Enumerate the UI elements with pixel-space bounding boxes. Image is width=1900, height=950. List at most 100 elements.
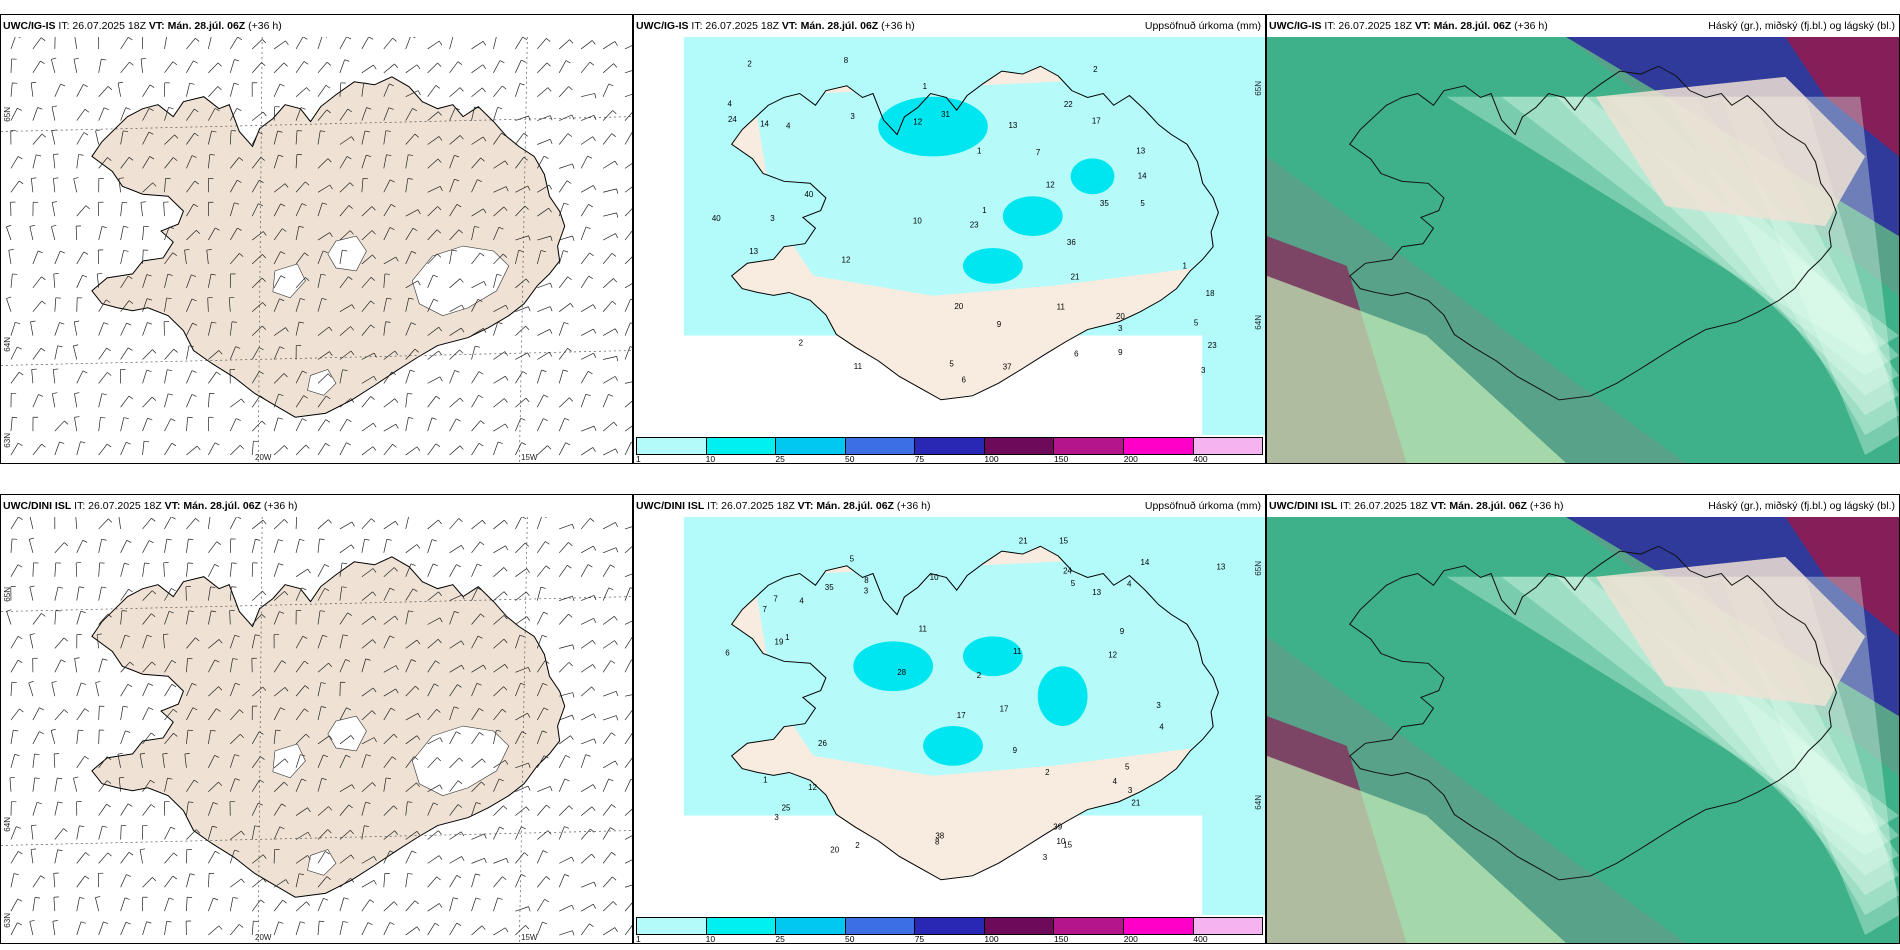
wind-barb	[471, 781, 482, 792]
wind-barb	[317, 274, 322, 288]
wind-barb-flag	[351, 304, 355, 310]
wind-barb	[295, 37, 304, 50]
wind-barb-flag	[479, 252, 485, 257]
wind-barb	[536, 635, 543, 649]
wind-barb	[339, 250, 343, 264]
precip-value-label: 24	[728, 115, 737, 124]
wind-barb	[142, 131, 150, 145]
wind-barb	[493, 567, 505, 577]
wind-barb-flag	[525, 925, 530, 930]
wind-barb	[361, 254, 373, 265]
wind-barb	[140, 202, 143, 217]
wind-barb	[559, 644, 573, 649]
wind-barb	[186, 873, 191, 888]
wind-barb-flag	[437, 158, 442, 163]
precip-value-label: 39	[1053, 822, 1062, 831]
wind-barb-flag	[324, 588, 330, 592]
wind-barb-flag	[522, 371, 528, 375]
wind-barb-flag	[171, 588, 176, 592]
wind-barb	[339, 544, 352, 554]
wind-barb-flag	[385, 777, 391, 780]
precip-value-label: 1	[923, 82, 928, 91]
wind-barb-flag	[521, 731, 527, 735]
wind-barb	[624, 636, 632, 649]
wind-barb-flag	[139, 752, 146, 755]
wind-barb-flag	[372, 616, 377, 621]
wind-barb-flag	[431, 539, 437, 542]
wind-barb-flag	[614, 760, 618, 766]
wind-barb-flag	[30, 320, 36, 323]
wind-barb-flag	[479, 541, 485, 546]
wind-barb-flag	[218, 925, 223, 930]
wind-barb-flag	[74, 392, 80, 394]
wind-barb	[230, 445, 241, 456]
wind-barb	[602, 732, 612, 745]
wind-barb	[207, 393, 210, 408]
wind-barb-flag	[587, 370, 593, 375]
wind-barb-flag	[188, 345, 194, 348]
wind-barb-flag	[51, 728, 57, 731]
wind-barb	[559, 163, 573, 169]
wind-barb	[536, 707, 545, 721]
wind-barb	[54, 659, 62, 673]
wind-barb-flag	[100, 416, 106, 419]
precip-value-label: 31	[941, 110, 950, 119]
colorbar-swatch	[1193, 438, 1263, 454]
wind-barb-flag	[483, 833, 487, 839]
wind-barb-flag	[519, 634, 525, 638]
wind-barb	[580, 61, 591, 74]
wind-barb	[558, 180, 568, 193]
wind-barb-flag	[40, 37, 46, 41]
wind-barb-flag	[123, 130, 129, 133]
wind-barb-flag	[593, 115, 597, 121]
wind-barb	[76, 756, 85, 769]
wind-barb	[493, 227, 500, 241]
wind-barb-flag	[258, 802, 263, 806]
wind-barb	[273, 130, 278, 145]
wind-barb-flag	[234, 202, 240, 205]
wind-barb	[558, 60, 567, 73]
wind-barb	[449, 922, 458, 936]
wind-barb	[251, 254, 263, 265]
wind-barb	[427, 638, 439, 649]
wind-barb-flag	[546, 62, 551, 67]
wind-barb	[405, 685, 416, 697]
wind-barb-flag	[326, 61, 332, 66]
wind-barb	[603, 356, 617, 360]
wind-barb-flag	[284, 445, 288, 450]
wind-barb	[339, 562, 343, 577]
wind-barb	[230, 253, 240, 265]
precip-value-label: 5	[949, 359, 954, 368]
wind-barb	[383, 63, 395, 74]
wind-barb	[10, 826, 17, 840]
wind-barb	[580, 686, 592, 697]
wind-barb	[117, 754, 121, 768]
wind-barb-flag	[461, 664, 465, 670]
wind-barb	[273, 879, 286, 888]
wind-barb-flag	[17, 922, 22, 926]
iceland-coastline	[730, 65, 1219, 401]
wind-barb	[229, 83, 235, 97]
wind-barb-flag	[389, 635, 395, 639]
wind-barb	[603, 212, 617, 217]
wind-barb-flag	[238, 157, 244, 161]
wind-barb-flag	[150, 779, 155, 784]
wind-barb-flag	[437, 253, 442, 258]
wind-barb	[515, 205, 526, 217]
wind-barb-flag	[345, 754, 351, 758]
precip-value-label: 28	[897, 668, 906, 677]
wind-barb	[29, 921, 34, 936]
wind-barb-flag	[260, 899, 265, 904]
wind-barb-flag	[585, 393, 591, 397]
wind-barb	[164, 852, 174, 864]
wind-barb	[52, 393, 56, 408]
wind-barb-flag	[454, 611, 460, 614]
wind-barb-flag	[303, 395, 309, 399]
colorbar-swatch	[706, 918, 777, 934]
wind-barb-flag	[52, 392, 58, 394]
wind-barb-flag	[479, 732, 484, 736]
wind-barb	[383, 733, 394, 745]
wind-barb	[10, 873, 15, 888]
wind-barb	[30, 321, 34, 336]
wind-barb	[32, 60, 41, 74]
